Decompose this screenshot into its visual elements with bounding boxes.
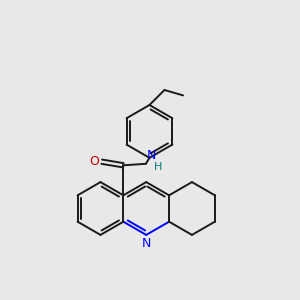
Text: H: H [154,162,163,172]
Text: N: N [142,237,151,250]
Text: N: N [147,149,156,162]
Text: O: O [89,154,99,168]
